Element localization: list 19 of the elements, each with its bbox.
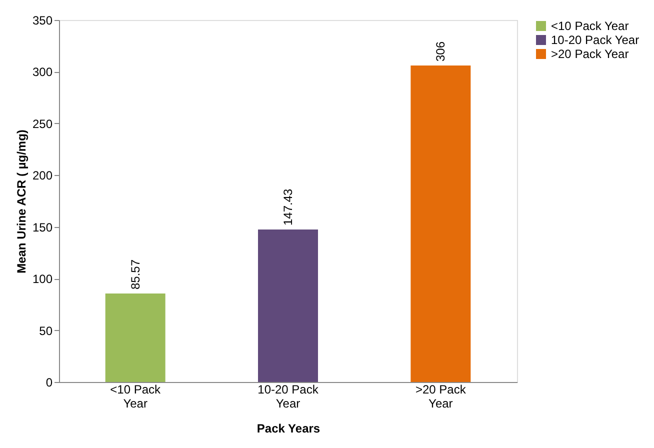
data-label: 147.43 — [281, 188, 295, 226]
x-axis-title: Pack Years — [256, 422, 320, 436]
data-label: 306 — [434, 41, 448, 62]
legend-label: 10-20 Pack Year — [551, 33, 640, 47]
legend-label: >20 Pack Year — [551, 47, 629, 61]
x-tick-label: <10 Pack Year — [110, 382, 162, 410]
y-tick-label: 150 — [32, 220, 53, 234]
y-tick-label: 200 — [32, 168, 53, 183]
y-tick-label: 0 — [46, 376, 53, 390]
y-tick-label: 350 — [32, 14, 53, 28]
x-tick-label: 10-20 Pack Year — [258, 382, 320, 410]
y-tick-label: 100 — [32, 272, 53, 286]
x-tick-label: >20 Pack Year — [415, 382, 467, 410]
legend-label: <10 Pack Year — [551, 19, 629, 33]
y-tick-label: 250 — [32, 116, 53, 131]
y-axis-title: Mean Urine ACR ( µg/mg) — [14, 130, 28, 274]
data-label: 85.57 — [128, 259, 142, 290]
y-tick-label: 50 — [39, 324, 53, 338]
y-tick-label: 300 — [32, 65, 53, 80]
